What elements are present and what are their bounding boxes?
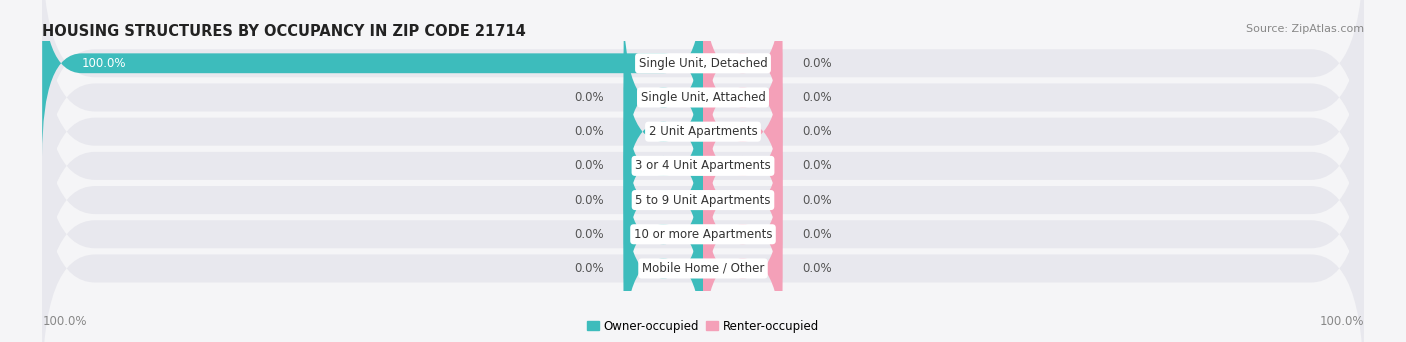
Text: 0.0%: 0.0% xyxy=(801,262,832,275)
Text: Source: ZipAtlas.com: Source: ZipAtlas.com xyxy=(1246,24,1364,34)
Legend: Owner-occupied, Renter-occupied: Owner-occupied, Renter-occupied xyxy=(588,320,818,333)
FancyBboxPatch shape xyxy=(42,146,1364,342)
Text: 3 or 4 Unit Apartments: 3 or 4 Unit Apartments xyxy=(636,159,770,172)
Text: 0.0%: 0.0% xyxy=(574,194,603,207)
FancyBboxPatch shape xyxy=(703,5,782,190)
FancyBboxPatch shape xyxy=(624,107,703,293)
FancyBboxPatch shape xyxy=(624,5,703,190)
Text: 100.0%: 100.0% xyxy=(82,57,127,70)
Text: Single Unit, Detached: Single Unit, Detached xyxy=(638,57,768,70)
FancyBboxPatch shape xyxy=(42,0,1364,220)
FancyBboxPatch shape xyxy=(703,39,782,224)
Text: 0.0%: 0.0% xyxy=(574,262,603,275)
FancyBboxPatch shape xyxy=(703,73,782,259)
FancyBboxPatch shape xyxy=(42,0,1364,186)
FancyBboxPatch shape xyxy=(42,111,1364,342)
Text: 0.0%: 0.0% xyxy=(801,91,832,104)
FancyBboxPatch shape xyxy=(42,43,1364,289)
Text: 10 or more Apartments: 10 or more Apartments xyxy=(634,228,772,241)
FancyBboxPatch shape xyxy=(42,77,1364,323)
Text: 2 Unit Apartments: 2 Unit Apartments xyxy=(648,125,758,138)
FancyBboxPatch shape xyxy=(703,0,782,156)
Text: 5 to 9 Unit Apartments: 5 to 9 Unit Apartments xyxy=(636,194,770,207)
Text: 0.0%: 0.0% xyxy=(801,125,832,138)
FancyBboxPatch shape xyxy=(703,176,782,342)
Text: 0.0%: 0.0% xyxy=(801,228,832,241)
FancyBboxPatch shape xyxy=(624,39,703,224)
FancyBboxPatch shape xyxy=(42,9,1364,254)
Text: 0.0%: 0.0% xyxy=(574,159,603,172)
Text: HOUSING STRUCTURES BY OCCUPANCY IN ZIP CODE 21714: HOUSING STRUCTURES BY OCCUPANCY IN ZIP C… xyxy=(42,24,526,39)
Text: 100.0%: 100.0% xyxy=(42,315,87,328)
FancyBboxPatch shape xyxy=(42,0,703,156)
FancyBboxPatch shape xyxy=(624,176,703,342)
Text: 0.0%: 0.0% xyxy=(801,57,832,70)
FancyBboxPatch shape xyxy=(703,107,782,293)
FancyBboxPatch shape xyxy=(624,73,703,259)
Text: Mobile Home / Other: Mobile Home / Other xyxy=(641,262,765,275)
FancyBboxPatch shape xyxy=(703,142,782,327)
Text: 0.0%: 0.0% xyxy=(801,159,832,172)
FancyBboxPatch shape xyxy=(624,142,703,327)
Text: 100.0%: 100.0% xyxy=(1319,315,1364,328)
Text: Single Unit, Attached: Single Unit, Attached xyxy=(641,91,765,104)
Text: 0.0%: 0.0% xyxy=(574,91,603,104)
Text: 0.0%: 0.0% xyxy=(574,125,603,138)
Text: 0.0%: 0.0% xyxy=(574,228,603,241)
Text: 0.0%: 0.0% xyxy=(801,194,832,207)
